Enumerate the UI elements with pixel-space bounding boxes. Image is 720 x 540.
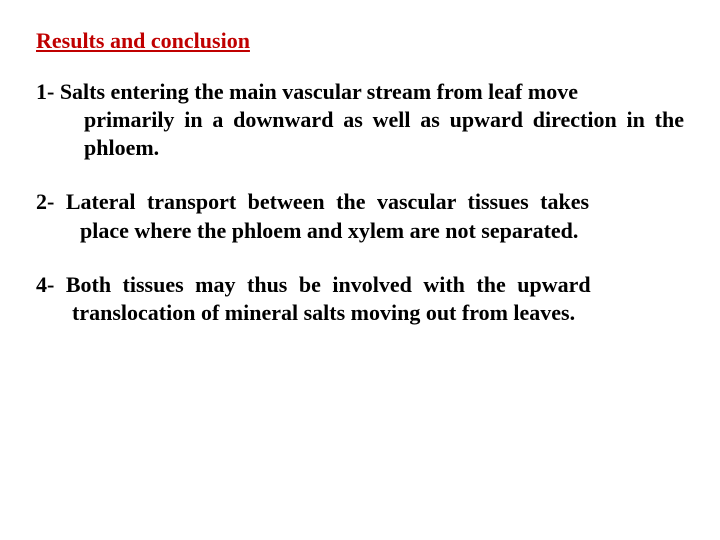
list-item-rest: primarily in a downward as well as upwar… xyxy=(36,106,684,162)
list-item-line1: 2- Lateral transport between the vascula… xyxy=(36,188,684,216)
list-item: 1- Salts entering the main vascular stre… xyxy=(36,78,684,162)
list-item-line1: 4- Both tissues may thus be involved wit… xyxy=(36,271,684,299)
list-item: 2- Lateral transport between the vascula… xyxy=(36,188,684,244)
list-item-line1: 1- Salts entering the main vascular stre… xyxy=(36,78,684,106)
section-heading: Results and conclusion xyxy=(36,28,684,54)
list-item-rest: place where the phloem and xylem are not… xyxy=(36,217,684,245)
list-item: 4- Both tissues may thus be involved wit… xyxy=(36,271,684,327)
slide: Results and conclusion 1- Salts entering… xyxy=(0,0,720,540)
list-item-rest: translocation of mineral salts moving ou… xyxy=(36,299,684,327)
